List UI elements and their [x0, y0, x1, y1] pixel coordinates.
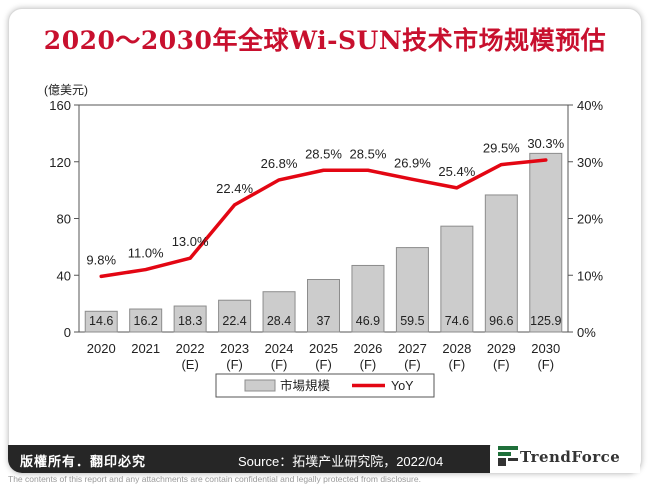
x-axis-tick-label: 2022 — [176, 341, 205, 356]
yoy-value-label: 22.4% — [216, 181, 253, 196]
bar-market-size — [351, 264, 385, 333]
disclaimer-text: The contents of this report and any atta… — [8, 474, 421, 484]
x-axis-tick-label: 2020 — [87, 341, 116, 356]
x-axis-tick-label: 2025 — [309, 341, 338, 356]
x-axis-tick-sublabel: (F) — [537, 357, 554, 372]
x-axis-tick-label: 2030 — [531, 341, 560, 356]
x-axis-tick-sublabel: (E) — [181, 357, 198, 372]
bar-market-size — [84, 310, 118, 333]
x-axis-tick-sublabel: (F) — [226, 357, 243, 372]
yoy-point — [322, 168, 325, 172]
right-axis-tick-label: 20% — [577, 212, 603, 227]
yoy-point — [499, 163, 503, 167]
brand-name: TrendForce — [520, 448, 621, 466]
yoy-point — [366, 168, 370, 172]
brand-logo-area: TrendForce — [490, 439, 640, 473]
x-axis-tick-sublabel: (F) — [449, 357, 466, 372]
yoy-value-label: 25.4% — [438, 164, 475, 179]
bar-value-label: 14.6 — [89, 314, 113, 328]
yoy-point — [455, 186, 459, 190]
yoy-value-label: 29.5% — [483, 141, 520, 156]
chart-title: 2020～2030年全球Wi-SUN技术市场规模预估 — [43, 26, 607, 55]
x-axis-tick-sublabel: (F) — [271, 357, 288, 372]
left-axis-tick-label: 0 — [64, 325, 71, 340]
yoy-point — [188, 256, 192, 260]
bar-value-label: 74.6 — [445, 314, 469, 328]
bar-value-label: 22.4 — [222, 314, 246, 328]
yoy-value-label: 30.3% — [527, 136, 564, 151]
left-axis-tick-label: 80 — [57, 212, 71, 227]
footer-bar: 版權所有．翻印必究 Source：拓墣产业研究院，2022/04 TrendFo… — [8, 439, 640, 473]
bar-market-size — [395, 247, 429, 333]
source-text: Source：拓墣产业研究院，2022/04 — [238, 454, 444, 469]
yoy-value-label: 26.8% — [261, 156, 298, 171]
x-axis-tick-sublabel: (F) — [404, 357, 421, 372]
yoy-line — [99, 158, 548, 279]
yoy-point — [144, 268, 148, 272]
yoy-value-label: 11.0% — [128, 246, 164, 261]
bar-value-label: 28.4 — [267, 314, 291, 328]
yoy-value-label: 9.8% — [86, 252, 116, 267]
bar-market-size — [440, 225, 474, 333]
yoy-value-label: 26.9% — [394, 155, 431, 170]
yoy-point — [99, 274, 103, 278]
x-axis-tick-label: 2027 — [398, 341, 427, 356]
bar-market-size — [307, 279, 340, 333]
right-axis-tick-label: 0% — [577, 325, 596, 340]
x-axis-tick-sublabel: (F) — [360, 357, 377, 372]
legend-line-label: YoY — [391, 379, 414, 393]
yoy-point — [233, 203, 237, 207]
x-axis-tick-sublabel: (F) — [493, 357, 510, 372]
bar-value-label: 125.9 — [530, 314, 561, 328]
x-axis-tick-label: 2029 — [487, 341, 516, 356]
bar-market-size — [262, 291, 296, 333]
yoy-point — [277, 178, 281, 182]
bar-value-label: 37 — [317, 314, 331, 328]
yoy-value-label: 13.0% — [172, 234, 209, 249]
yoy-value-label: 28.5% — [305, 146, 342, 161]
bar-market-size — [218, 299, 252, 333]
bar-value-label: 16.2 — [134, 314, 158, 328]
left-axis-tick-label: 160 — [49, 98, 71, 113]
bar-market-size — [484, 194, 518, 333]
yoy-point — [410, 177, 414, 181]
left-axis-unit: (億美元) — [44, 83, 88, 97]
yoy-value-label: 28.5% — [350, 146, 387, 161]
x-axis-tick-label: 2024 — [265, 341, 294, 356]
x-axis-tick-label: 2021 — [131, 341, 160, 356]
legend-bar-swatch — [244, 379, 276, 392]
left-axis-tick-label: 40 — [57, 268, 71, 283]
bar-market-size — [529, 152, 563, 333]
bar-market-size — [129, 308, 163, 333]
bar-value-label: 46.9 — [356, 314, 380, 328]
legend-bar-label: 市場規模 — [280, 378, 331, 393]
right-axis-tick-label: 10% — [577, 268, 603, 283]
x-axis-tick-label: 2023 — [220, 341, 249, 356]
bar-value-label: 96.6 — [489, 314, 513, 328]
bar-value-label: 59.5 — [400, 314, 424, 328]
left-axis-tick-label: 120 — [49, 155, 71, 170]
x-axis-tick-sublabel: (F) — [315, 357, 332, 372]
copyright-notice: 版權所有．翻印必究 — [20, 454, 147, 469]
bar-market-size — [173, 305, 207, 333]
right-axis-tick-label: 30% — [577, 155, 603, 170]
x-axis-tick-label: 2028 — [442, 341, 471, 356]
right-axis-tick-label: 40% — [577, 98, 603, 113]
yoy-point — [544, 158, 548, 162]
x-axis-tick-label: 2026 — [353, 341, 382, 356]
bar-value-label: 18.3 — [178, 314, 202, 328]
trendforce-logo-icon — [498, 446, 518, 466]
